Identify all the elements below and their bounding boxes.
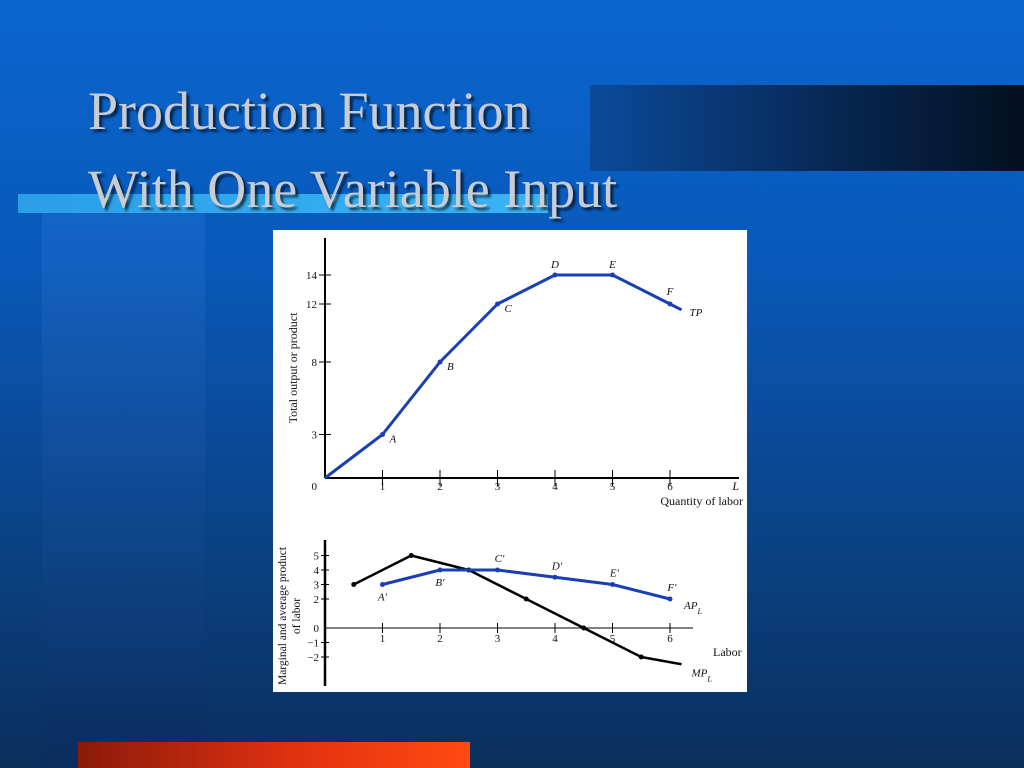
tp-x-tick-label-1: 1 <box>380 481 386 493</box>
ap-point-label-c: C′ <box>495 553 505 565</box>
ap-mp-x-tick-label-1: 1 <box>380 633 386 645</box>
tp-point-label-c: C <box>505 303 513 315</box>
tp-x-tick-label-2: 2 <box>437 481 443 493</box>
ap-mp-x-tick-label-4: 4 <box>552 633 558 645</box>
slide-title: Production Function With One Variable In… <box>88 72 617 228</box>
tp-point-b <box>437 359 443 365</box>
tp-point-a <box>380 432 385 437</box>
title-line-1: Production Function <box>88 81 531 141</box>
ap-point-label-a: A′ <box>377 592 388 604</box>
ap-mp-y-tick-label-4: 4 <box>314 565 320 577</box>
ap-point-d <box>552 574 558 580</box>
mp-point-0 <box>351 582 357 587</box>
ap-point-e <box>610 582 615 587</box>
ap-mp-x-tick-label-2: 2 <box>437 633 443 645</box>
ap-series-subscript: L <box>696 607 702 616</box>
ap-point-label-b: B′ <box>435 577 445 589</box>
ap-mp-marks: 5 4 3 2 0 −1 −2 1 2 3 4 5 6 MPL APL A′ B′ C′ D′ E′ F′ <box>307 551 712 683</box>
ap-point-a <box>380 582 385 587</box>
ap-series-label: APL <box>683 600 702 616</box>
ap-point-label-d: D′ <box>551 560 563 572</box>
mp-point-3 <box>523 596 529 602</box>
tp-x-tick-label-6: 6 <box>667 481 673 493</box>
tp-y-tick-label-14: 14 <box>306 270 318 282</box>
tp-x-axis-label: Quantity of labor <box>660 494 743 508</box>
title-underline-bar <box>18 194 548 213</box>
mp-point-5 <box>638 654 644 660</box>
ap-mp-x-axis-label: Labor <box>713 645 742 659</box>
ap-mp-y-axis-label-line2: of labor <box>291 598 303 634</box>
ap-mp-x-tick-label-5: 5 <box>610 633 616 645</box>
title-line-2: With One Variable Input <box>88 159 618 219</box>
tp-y-tick-label-12: 12 <box>306 299 317 311</box>
tp-curve <box>324 273 683 480</box>
tp-x-tick-label-5: 5 <box>610 481 616 493</box>
tp-y-tick-label-3: 3 <box>312 430 318 442</box>
tp-chart: 0 L Quantity of labor Total output or pr… <box>286 238 743 508</box>
production-charts-svg: 0 L Quantity of labor Total output or pr… <box>277 238 743 686</box>
tp-series-label: TP <box>690 307 703 319</box>
mp-point-4 <box>581 625 587 631</box>
top-decor-band <box>590 85 1024 171</box>
tp-x-tick-label-4: 4 <box>552 481 558 493</box>
ap-mp-y-tick-label-3: 3 <box>314 580 320 592</box>
tp-point-c <box>495 301 500 307</box>
tp-x-axis-symbol: L <box>731 479 739 493</box>
tp-point-label-e: E <box>608 259 616 271</box>
ap-point-c <box>495 567 500 573</box>
ap-point-label-f: F′ <box>666 582 677 594</box>
mp-series-label: MPL <box>691 667 713 683</box>
mp-point-1 <box>408 553 414 558</box>
left-decor-panel <box>42 205 205 768</box>
tp-x-tick-label-3: 3 <box>495 481 501 493</box>
tp-point-d <box>552 272 558 278</box>
ap-mp-chart: Labor Marginal and average product of la… <box>277 540 742 686</box>
ap-mp-x-tick-label-3: 3 <box>495 633 501 645</box>
ap-mp-x-tick-label-6: 6 <box>667 633 673 645</box>
ap-point-label-e: E′ <box>609 568 620 580</box>
ap-mp-y-tick-label-2: −2 <box>307 652 319 664</box>
tp-y-tick-label-8: 8 <box>312 357 318 369</box>
ap-curve <box>382 568 671 601</box>
ap-point-b <box>437 567 443 573</box>
tp-point-label-b: B <box>447 361 454 373</box>
tp-origin-label: 0 <box>312 481 318 493</box>
ap-point-f <box>667 596 673 602</box>
ap-mp-y-axis-label-line1: Marginal and average product <box>277 546 289 685</box>
production-figure: 0 L Quantity of labor Total output or pr… <box>273 230 747 692</box>
tp-point-f <box>667 301 673 307</box>
ap-mp-y-tick-label-5: 5 <box>314 551 320 563</box>
tp-point-label-f: F <box>666 286 674 298</box>
ap-mp-y-tick-label-0: 0 <box>314 623 320 635</box>
ap-mp-y-tick-label-2: 2 <box>314 594 320 606</box>
ap-mp-y-tick-label-1: −1 <box>307 638 319 650</box>
mp-series-subscript: L <box>706 674 712 683</box>
tp-point-e <box>610 272 615 278</box>
bottom-accent-bar <box>78 742 470 768</box>
tp-point-label-d: D <box>550 259 559 271</box>
tp-y-axis-label: Total output or product <box>286 312 300 423</box>
tp-point-label-a: A <box>389 434 397 446</box>
